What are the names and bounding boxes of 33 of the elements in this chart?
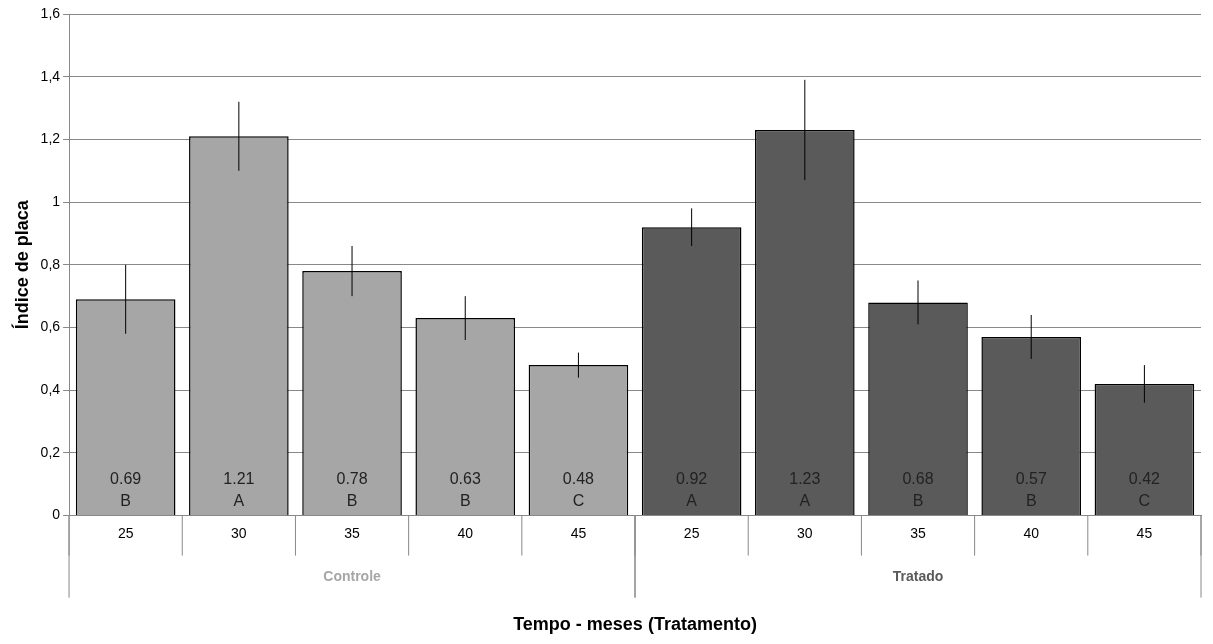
- y-tick-label: 0,4: [40, 381, 61, 398]
- y-axis-title: Índice de placa: [10, 199, 32, 330]
- data-label: 0.92 A: [676, 470, 708, 510]
- data-label: 0.48 C: [562, 470, 595, 510]
- x-tick-label: 25: [683, 524, 700, 541]
- text: Tratado: [892, 568, 944, 585]
- y-tick-label: 0,8: [40, 255, 61, 272]
- data-label: 1.21 A: [223, 470, 255, 510]
- y-tick-label: 1: [52, 192, 61, 209]
- data-label: 0.78 B: [336, 470, 368, 510]
- y-tick-label: 0,2: [40, 443, 61, 460]
- data-label: 1.23 A: [789, 470, 821, 510]
- x-tick-label: 45: [1136, 524, 1153, 541]
- text: Controle: [323, 568, 382, 585]
- y-tick-label: 1,6: [40, 4, 61, 21]
- y-tick-label: 0: [52, 506, 61, 523]
- x-tick-label: 45: [570, 524, 587, 541]
- x-tick-label: 30: [231, 524, 247, 541]
- x-tick-label: 40: [457, 524, 474, 541]
- x-tick-label: 25: [117, 524, 134, 541]
- data-label: 0.63 B: [449, 470, 481, 510]
- data-label: 0.68 B: [902, 470, 934, 510]
- x-tick-label: 35: [344, 524, 361, 541]
- data-label: 0.69 B: [110, 470, 142, 510]
- x-axis-title: Tempo - meses (Tratamento): [513, 614, 757, 635]
- data-label: 0.57 B: [1015, 470, 1047, 510]
- y-tick-label: 1,4: [40, 67, 61, 84]
- x-tick-label: 40: [1023, 524, 1040, 541]
- y-tick-label: 1,2: [40, 130, 61, 147]
- data-label: 0.42 C: [1128, 470, 1161, 510]
- x-tick-label: 35: [910, 524, 927, 541]
- x-tick-label: 30: [797, 524, 813, 541]
- y-tick-label: 0,6: [40, 318, 61, 335]
